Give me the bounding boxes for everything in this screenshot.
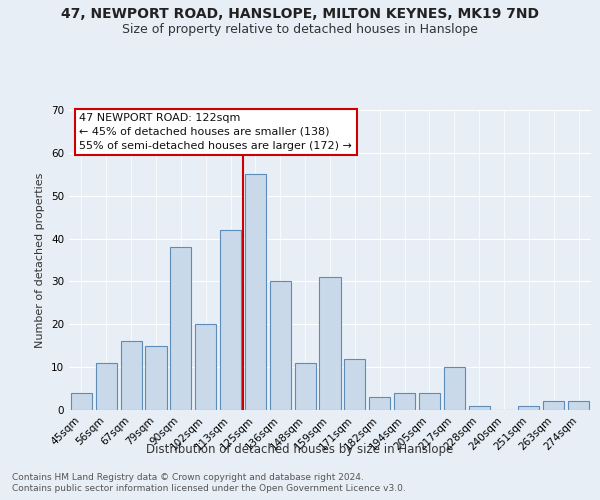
- Text: Size of property relative to detached houses in Hanslope: Size of property relative to detached ho…: [122, 22, 478, 36]
- Bar: [270, 282, 291, 410]
- Bar: [96, 363, 117, 410]
- Bar: [568, 402, 589, 410]
- Bar: [319, 277, 341, 410]
- Bar: [394, 393, 415, 410]
- Text: 47 NEWPORT ROAD: 122sqm
← 45% of detached houses are smaller (138)
55% of semi-d: 47 NEWPORT ROAD: 122sqm ← 45% of detache…: [79, 113, 352, 151]
- Text: Contains HM Land Registry data © Crown copyright and database right 2024.: Contains HM Land Registry data © Crown c…: [12, 472, 364, 482]
- Bar: [344, 358, 365, 410]
- Bar: [220, 230, 241, 410]
- Y-axis label: Number of detached properties: Number of detached properties: [35, 172, 46, 348]
- Bar: [71, 393, 92, 410]
- Bar: [444, 367, 465, 410]
- Bar: [469, 406, 490, 410]
- Bar: [121, 342, 142, 410]
- Bar: [518, 406, 539, 410]
- Bar: [419, 393, 440, 410]
- Bar: [369, 397, 390, 410]
- Bar: [245, 174, 266, 410]
- Text: Contains public sector information licensed under the Open Government Licence v3: Contains public sector information licen…: [12, 484, 406, 493]
- Bar: [145, 346, 167, 410]
- Text: Distribution of detached houses by size in Hanslope: Distribution of detached houses by size …: [146, 442, 454, 456]
- Bar: [543, 402, 564, 410]
- Bar: [295, 363, 316, 410]
- Bar: [195, 324, 216, 410]
- Text: 47, NEWPORT ROAD, HANSLOPE, MILTON KEYNES, MK19 7ND: 47, NEWPORT ROAD, HANSLOPE, MILTON KEYNE…: [61, 8, 539, 22]
- Bar: [170, 247, 191, 410]
